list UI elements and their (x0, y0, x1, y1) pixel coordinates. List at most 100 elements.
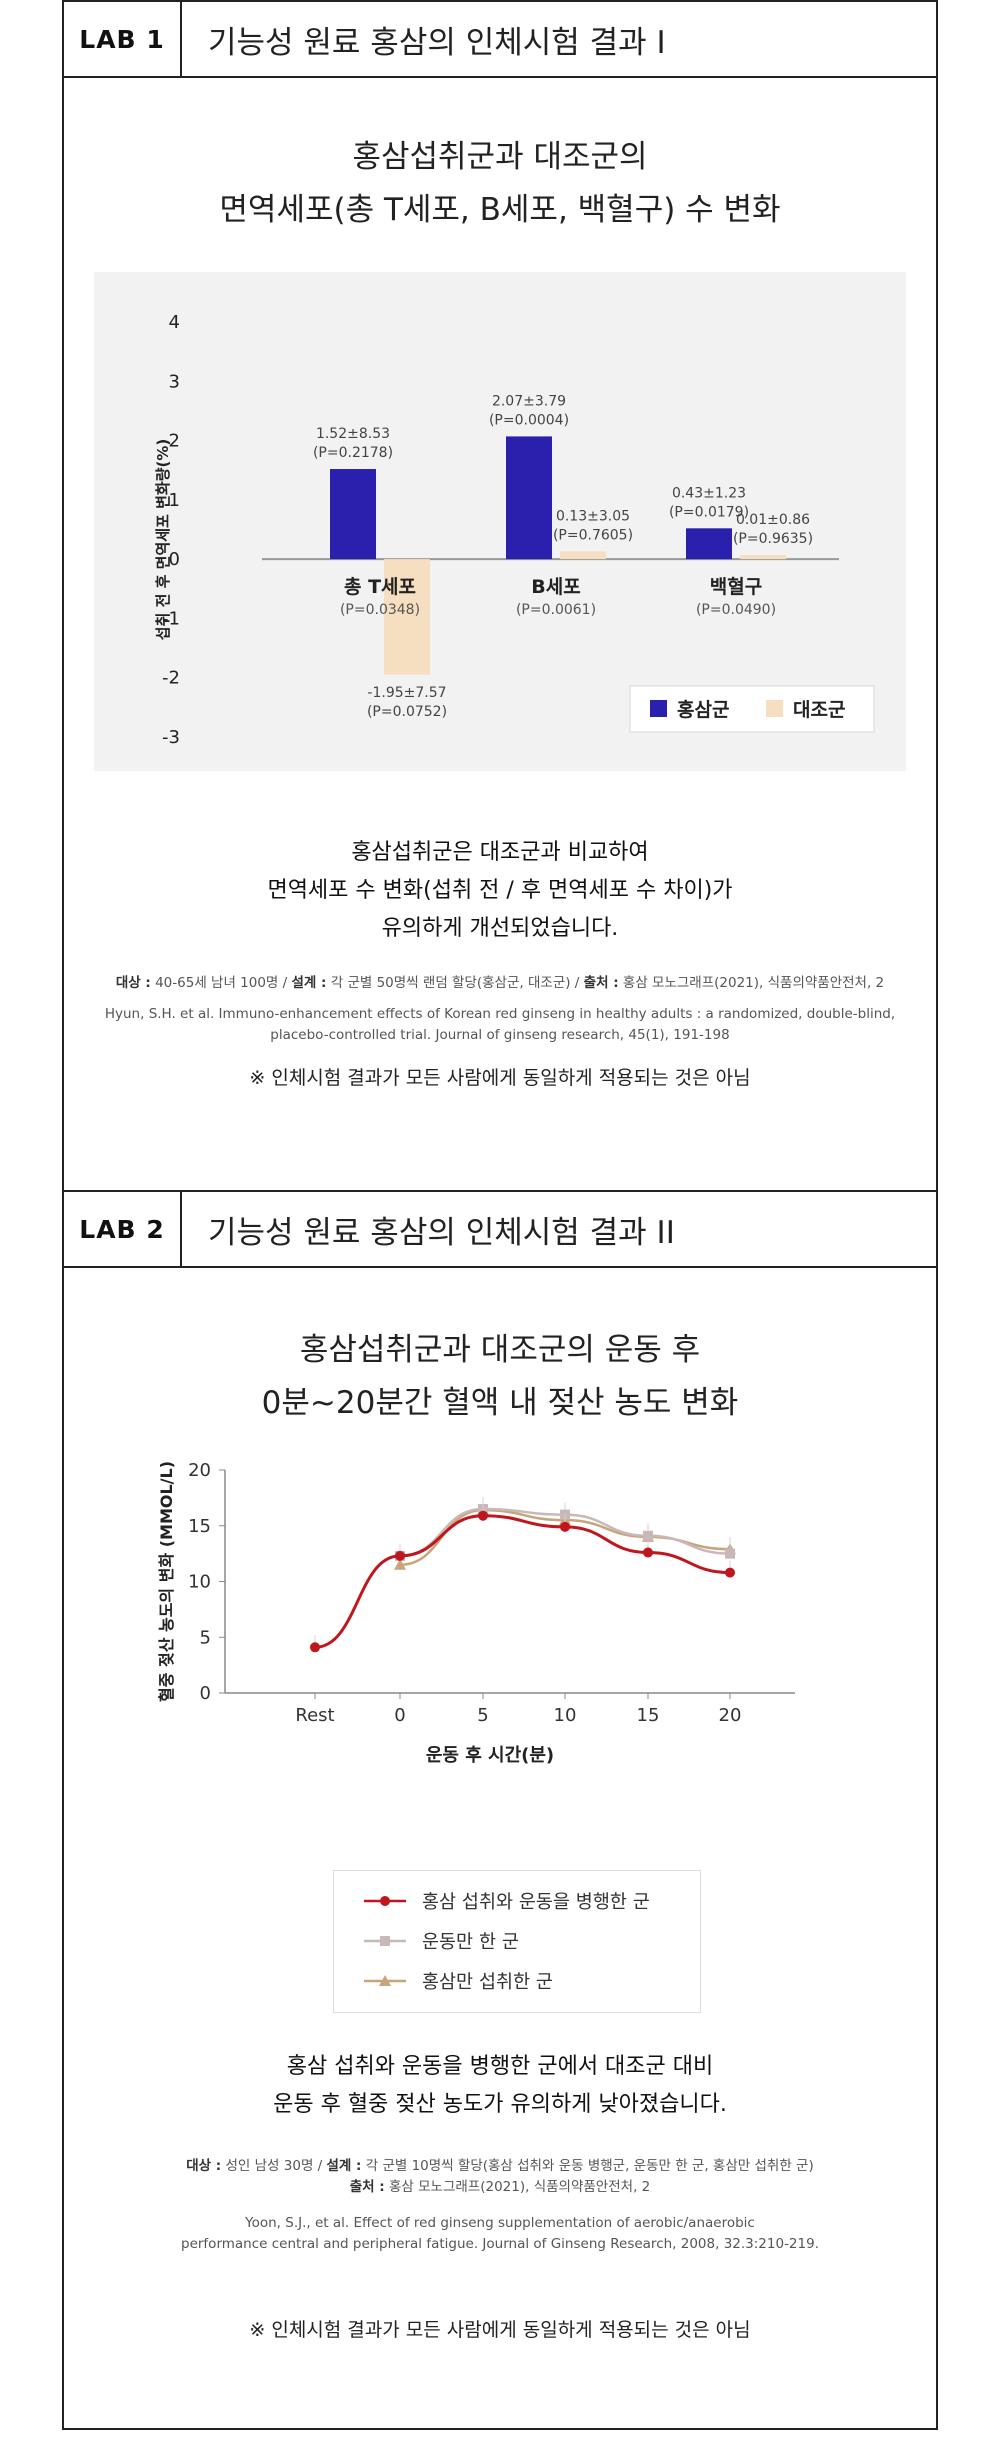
y-axis-label: 혈중 젖산 농도의 변화 (MMOL/L) (157, 1461, 176, 1702)
lab2-meta-source: 출처 : 홍삼 모노그래프(2021), 식품의약품안전처, 2 (62, 2176, 938, 2198)
y-tick-label: 5 (200, 1627, 211, 1648)
legend-marker-square (364, 1936, 406, 1946)
lab2-chart-title-line2: 0분~20분간 혈액 내 젖산 농도 변화 (261, 1385, 739, 1421)
legend-label: 홍삼군 (677, 698, 729, 721)
lab1-meta-design-label: 설계 : (291, 975, 327, 991)
x-tick-label: Rest (295, 1705, 334, 1726)
data-point (560, 1509, 570, 1520)
lab1-meta: 대상 : 40-65세 남녀 100명 / 설계 : 각 군별 50명씩 랜덤 … (62, 972, 938, 994)
x-category-pvalue: (P=0.0490) (696, 602, 776, 618)
data-point (725, 1548, 735, 1559)
lab2-meta-design-label: 설계 : (326, 2158, 362, 2174)
lab1-chart-title-line1: 홍삼섭취군과 대조군의 (352, 139, 648, 175)
bar-pvalue-label: (P=0.0752) (367, 704, 447, 720)
bar-pvalue-label: (P=0.7605) (553, 527, 633, 543)
legend-item-exercise-only: 운동만 한 군 (362, 1926, 519, 1956)
y-tick-label: 15 (188, 1516, 211, 1537)
legend-swatch (650, 700, 667, 717)
lab1-tag: LAB 1 (64, 2, 182, 76)
bar-pvalue-label: (P=0.0004) (489, 412, 569, 428)
y-tick-label: 3 (169, 371, 180, 392)
lab2-meta-design: 각 군별 10명씩 할당(홍삼 섭취와 운동 병행군, 운동만 한 군, 홍삼만… (365, 2158, 814, 2174)
lab1-meta-design: 각 군별 50명씩 랜덤 할당(홍삼군, 대조군) / (330, 975, 580, 991)
lab1-caption-line2: 면역세포 수 변화(섭취 전 / 후 면역세포 수 차이)가 (267, 878, 733, 903)
bar-pvalue-label: (P=0.2178) (313, 445, 393, 461)
legend-item-ginseng-only: 홍삼만 섭취한 군 (362, 1966, 553, 1996)
legend-marker-circle (364, 1896, 406, 1906)
bar-pvalue-label: (P=0.9635) (733, 531, 813, 547)
bar-chart: 4 3 2 1 0 -1 -2 -3 섭취 전 후 면역세포 변화량(%) 1.52±8.53 (P… (154, 312, 875, 748)
bar-legend-box (629, 685, 875, 733)
y-tick-label: 2 (169, 431, 180, 452)
lab2-meta: 대상 : 성인 남성 30명 / 설계 : 각 군별 10명씩 할당(홍삼 섭취… (62, 2155, 938, 2177)
bar-chart-panel: 4 3 2 1 0 -1 -2 -3 섭취 전 후 면역세포 변화량(%) 1.52±8.53 (P… (94, 272, 906, 771)
lab2-reference-line2: performance central and peripheral fatig… (181, 2236, 819, 2252)
lab1-caption-line1: 홍삼섭취군은 대조군과 비교하여 (351, 840, 649, 865)
lab1-reference-line1: Hyun, S.H. et al. Immuno-enhancement eff… (104, 1006, 896, 1022)
bar-value-label: 2.07±3.79 (492, 393, 566, 409)
data-point (394, 1558, 406, 1570)
legend-label-ginseng-only: 홍삼만 섭취한 군 (422, 1972, 553, 1993)
bar-pvalue-label: (P=0.0179) (669, 504, 749, 520)
y-tick-label: 10 (188, 1572, 211, 1593)
bar-value-label: 0.43±1.23 (672, 485, 746, 501)
lab2-meta-source-text: 홍삼 모노그래프(2021), 식품의약품안전처, 2 (389, 2179, 651, 2195)
lab1-caption-line3: 유의하게 개선되었습니다. (381, 916, 619, 941)
lab1-frame (62, 0, 938, 1190)
data-point (725, 1567, 735, 1578)
legend-item-ginseng-exercise: 홍삼 섭취와 운동을 병행한 군 (362, 1886, 650, 1916)
data-point (560, 1521, 570, 1532)
lab2-disclaimer: ※ 인체시험 결과가 모든 사람에게 동일하게 적용되는 것은 아님 (249, 2319, 751, 2341)
y-tick-label: -2 (162, 668, 180, 689)
y-tick-label: 4 (169, 312, 180, 333)
x-tick-label: 10 (554, 1705, 577, 1726)
bar-ginseng (330, 469, 376, 560)
line-chart-legend: 홍삼 섭취와 운동을 병행한 군 운동만 한 군 홍삼만 섭취한 군 (333, 1870, 701, 2013)
lab2-frame (62, 1190, 938, 2430)
lab1-header: LAB 1 기능성 원료 홍삼의 인체시험 결과 I (62, 0, 938, 78)
lab2-chart-title-line1: 홍삼섭취군과 대조군의 운동 후 (299, 1332, 701, 1368)
bar-control (740, 554, 786, 560)
y-tick-label: 20 (188, 1460, 211, 1481)
lab2-caption-line2: 운동 후 혈중 젖산 농도가 유의하게 낮아졌습니다. (273, 2092, 727, 2117)
x-tick-label: 5 (477, 1705, 488, 1726)
legend-marker-triangle (364, 1975, 406, 1986)
lab1-meta-source: 홍삼 모노그래프(2021), 식품의약품안전처, 2 (622, 975, 885, 991)
x-tick-label: 15 (637, 1705, 660, 1726)
series-line (314, 1514, 731, 1649)
lab1-reference-line2: placebo-controlled trial. Journal of gin… (270, 1027, 730, 1043)
legend-label-ginseng-exercise: 홍삼 섭취와 운동을 병행한 군 (422, 1892, 650, 1913)
data-point (643, 1530, 653, 1541)
x-tick-label: 20 (719, 1705, 742, 1726)
lab2-tag: LAB 2 (64, 1192, 182, 1266)
legend-swatch (766, 700, 783, 717)
bar-value-label: 0.01±0.86 (736, 512, 810, 528)
bar-control (384, 559, 430, 675)
lab1-title: 기능성 원료 홍삼의 인체시험 결과 I (208, 24, 666, 61)
data-point (643, 1547, 653, 1558)
lab1-meta-subject-label: 대상 : (115, 975, 151, 991)
lab1-chart-title-line2: 면역세포(총 T세포, B세포, 백혈구) 수 변화 (219, 192, 781, 228)
lab1-meta-source-label: 출처 : (583, 975, 619, 991)
y-tick-label: -1 (162, 608, 180, 629)
legend-label-exercise-only: 운동만 한 군 (422, 1932, 519, 1953)
legend-label: 대조군 (793, 699, 845, 721)
bar-value-label: 0.13±3.05 (556, 508, 630, 524)
lab2-reference-line1: Yoon, S.J., et al. Effect of red ginseng… (245, 2215, 755, 2231)
lab1-meta-subject: 40-65세 남녀 100명 / (155, 975, 288, 991)
lab2-meta-subject-label: 대상 : (186, 2158, 222, 2174)
x-axis-label: 운동 후 시간(분) (426, 1745, 554, 1766)
bar-value-label: 1.52±8.53 (316, 426, 390, 442)
y-tick-label: 1 (169, 490, 180, 511)
bar-ginseng (686, 528, 732, 560)
x-category-label: B세포 (531, 576, 580, 598)
bar-value-label: -1.95±7.57 (367, 685, 446, 701)
lab1-disclaimer: ※ 인체시험 결과가 모든 사람에게 동일하게 적용되는 것은 아님 (249, 1067, 751, 1089)
bar-control (560, 551, 606, 560)
x-tick-label: 0 (394, 1705, 405, 1726)
y-tick-label: 0 (200, 1683, 211, 1704)
y-tick-label: 0 (169, 549, 180, 570)
line-chart: 20 15 10 5 0 Rest 0 5 10 15 20 운동 후 시간(분) 혈중 젖산 농도의 … (157, 1460, 795, 1766)
data-point (310, 1642, 320, 1653)
lab2-meta-source-label: 출처 : (349, 2179, 385, 2195)
